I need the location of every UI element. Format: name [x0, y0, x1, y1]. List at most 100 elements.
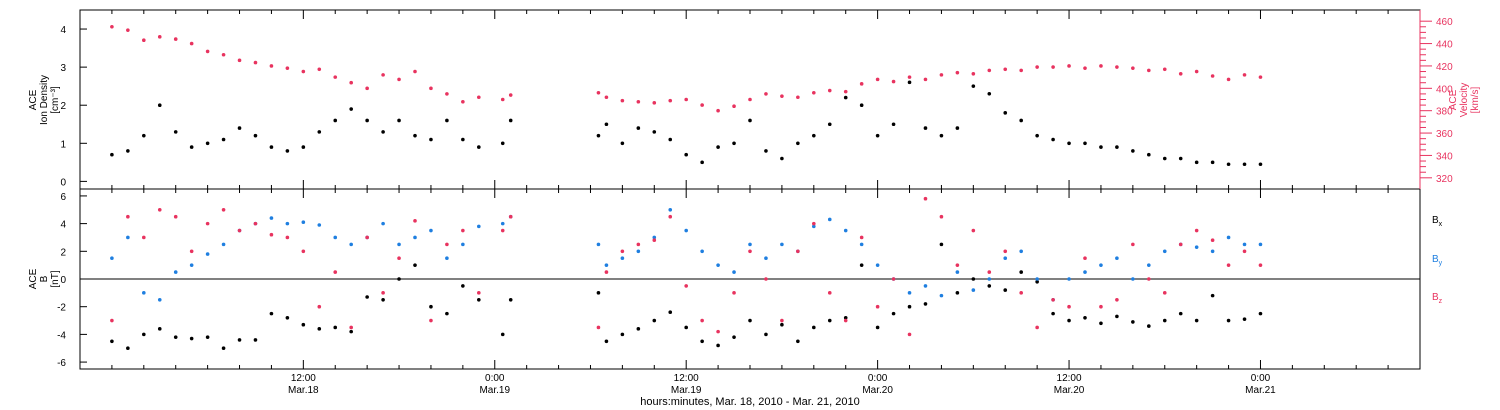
bottom-data-point	[875, 263, 880, 267]
bottom-left-axis-label-line: B	[39, 275, 50, 282]
bottom-data-point	[1131, 242, 1135, 247]
bottom-left-axis-label: ACE B [nT]	[28, 268, 61, 289]
bottom-data-point	[477, 291, 481, 295]
top-data-point	[500, 141, 505, 146]
top-data-point	[445, 92, 449, 96]
bottom-data-point	[317, 223, 322, 227]
top-data-point	[301, 145, 306, 149]
bottom-data-point	[285, 315, 290, 320]
legend-item-name: B	[1432, 215, 1439, 226]
top-right-tick-label: 380	[1436, 107, 1453, 118]
bottom-data-point	[827, 318, 832, 323]
bottom-data-point	[796, 339, 800, 344]
bottom-data-point	[110, 318, 114, 323]
bottom-data-point	[1003, 288, 1008, 292]
x-tick-time-label: 0:00	[868, 373, 888, 384]
bottom-data-point	[349, 329, 353, 334]
bottom-data-point	[269, 311, 274, 316]
bottom-data-point	[1083, 270, 1087, 274]
bottom-data-point	[780, 318, 784, 323]
bottom-data-point	[110, 256, 114, 261]
bottom-data-point	[1242, 317, 1247, 321]
top-data-point	[1162, 156, 1167, 161]
top-data-point	[875, 133, 880, 138]
legend-item-name: B	[1432, 254, 1439, 265]
top-right-tick-label: 400	[1436, 84, 1453, 95]
bottom-data-point	[381, 221, 385, 226]
bottom-data-point	[301, 249, 306, 254]
bottom-data-point	[508, 214, 513, 219]
top-data-point	[365, 86, 369, 91]
x-tick-date-label: Mar.19	[671, 385, 702, 396]
top-data-point	[269, 145, 274, 149]
bottom-data-point	[923, 196, 928, 201]
bottom-left-tick-label: 0	[60, 275, 66, 286]
top-left-axis-label-line: ACE	[28, 89, 39, 110]
top-right-tick-label: 340	[1436, 151, 1453, 162]
bottom-data-point	[971, 288, 976, 292]
bottom-data-point	[142, 332, 146, 337]
bottom-data-point	[189, 336, 194, 341]
bottom-data-point	[843, 228, 848, 233]
bottom-data-point	[1131, 277, 1135, 281]
top-data-point	[764, 149, 768, 153]
bottom-data-point	[189, 263, 194, 267]
bottom-data-point	[285, 235, 290, 240]
top-data-point	[221, 52, 226, 57]
bottom-data-point	[620, 332, 625, 337]
top-data-point	[620, 141, 625, 146]
bottom-data-point	[596, 242, 601, 247]
top-data-point	[987, 68, 992, 73]
x-tick-time-label: 0:00	[485, 373, 505, 384]
bottom-data-point	[732, 335, 736, 339]
bottom-data-point	[1115, 297, 1119, 302]
bottom-data-point	[445, 256, 449, 261]
bottom-data-point	[413, 219, 417, 223]
top-left-axis-label-line: [cm⁻³]	[50, 86, 61, 114]
bottom-data-point	[652, 235, 657, 240]
x-tick-date-label: Mar.18	[288, 385, 319, 396]
bottom-data-point	[477, 297, 481, 302]
bottom-data-point	[812, 221, 816, 226]
top-data-point	[397, 118, 401, 123]
bottom-data-point	[1019, 291, 1023, 295]
bottom-data-point	[907, 291, 912, 295]
bottom-data-point	[1258, 311, 1263, 316]
top-data-point	[253, 60, 258, 65]
bottom-data-point	[317, 327, 322, 331]
top-data-point	[142, 133, 146, 138]
bottom-data-point	[1210, 238, 1215, 243]
top-data-point	[157, 35, 162, 39]
top-data-point	[636, 126, 641, 130]
bottom-data-point	[189, 249, 194, 254]
top-data-point	[684, 97, 688, 102]
top-data-point	[1019, 118, 1023, 123]
top-data-point	[668, 98, 673, 103]
top-data-point	[1178, 71, 1183, 76]
bottom-data-point	[604, 270, 609, 274]
bottom-data-point	[142, 235, 146, 240]
top-data-point	[269, 64, 274, 68]
bottom-data-point	[684, 228, 688, 233]
bottom-data-point	[684, 325, 688, 330]
top-data-point	[285, 66, 290, 70]
bottom-data-point	[1099, 321, 1103, 326]
top-data-point	[1099, 64, 1103, 68]
top-data-point	[1051, 65, 1055, 69]
bottom-data-point	[333, 270, 338, 274]
bottom-data-point	[365, 295, 369, 299]
top-data-point	[1003, 67, 1008, 72]
top-data-point	[317, 130, 322, 134]
bottom-data-point	[1194, 318, 1199, 323]
bottom-data-point	[445, 242, 449, 247]
bottom-data-point	[1226, 318, 1231, 323]
top-data-point	[189, 145, 194, 149]
bottom-data-point	[221, 346, 226, 351]
bottom-data-point	[859, 263, 864, 267]
bottom-data-point	[500, 332, 505, 337]
bottom-data-point	[716, 329, 720, 334]
bottom-data-point	[157, 327, 162, 331]
bottom-data-point	[891, 311, 896, 316]
top-data-point	[604, 95, 609, 100]
